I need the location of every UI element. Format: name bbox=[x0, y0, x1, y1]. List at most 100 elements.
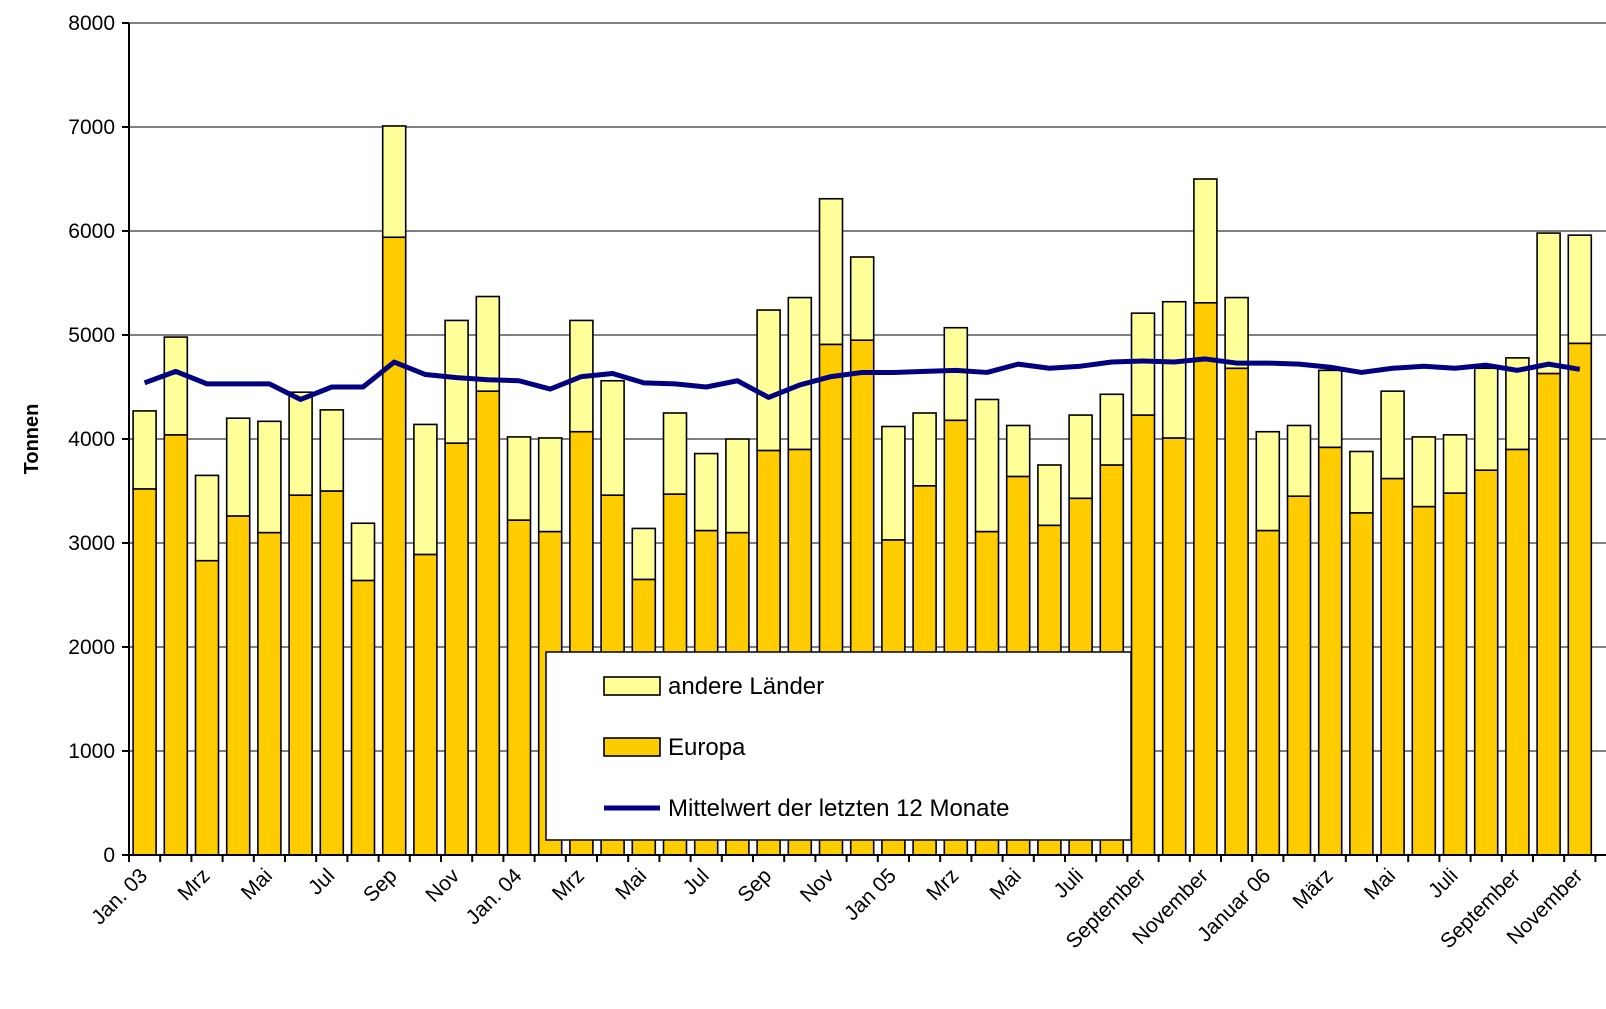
legend-label: Mittelwert der letzten 12 Monate bbox=[668, 795, 1010, 822]
bar-segment bbox=[1567, 234, 1593, 345]
legend-swatch bbox=[603, 676, 661, 696]
bar-segment bbox=[444, 319, 469, 444]
bar-segment bbox=[1068, 414, 1093, 500]
bar-segment bbox=[1037, 464, 1062, 527]
bar-segment bbox=[1286, 495, 1312, 856]
bar-segment bbox=[257, 420, 282, 534]
bar-segment bbox=[756, 309, 781, 452]
bar-segment bbox=[163, 434, 189, 856]
y-tick-label: 2000 bbox=[68, 636, 115, 659]
y-tick-label: 4000 bbox=[68, 428, 115, 451]
x-tick-label: Jan. 03 bbox=[87, 864, 152, 929]
bar-segment bbox=[288, 391, 313, 496]
bar-segment bbox=[631, 527, 657, 581]
bar-segment bbox=[1193, 301, 1218, 856]
bar-segment bbox=[319, 409, 345, 492]
bar-segment bbox=[444, 442, 469, 856]
bar-segment bbox=[1130, 312, 1156, 416]
x-tick-label: Mrz bbox=[548, 864, 589, 905]
x-tick-label: Juli bbox=[1424, 864, 1463, 903]
bar-segment bbox=[1005, 424, 1031, 478]
bar-segment bbox=[1130, 414, 1156, 856]
legend-label: Europa bbox=[668, 734, 746, 761]
bar-segment bbox=[725, 438, 750, 534]
bar-segment bbox=[381, 236, 407, 856]
bar-segment bbox=[693, 452, 719, 532]
y-tick-label: 6000 bbox=[68, 220, 115, 243]
bar-segment bbox=[350, 579, 376, 856]
bar-segment bbox=[1317, 446, 1343, 856]
y-tick-label: 0 bbox=[103, 844, 115, 867]
bar-segment bbox=[506, 436, 532, 521]
bar-segment bbox=[475, 295, 501, 392]
bar-segment bbox=[974, 398, 1000, 533]
bar-segment bbox=[1255, 529, 1281, 856]
bar-segment bbox=[288, 494, 313, 856]
bar-segment bbox=[1473, 367, 1499, 471]
y-axis-label: Tonnen bbox=[21, 404, 43, 475]
x-tick-label: Mai bbox=[1360, 864, 1400, 904]
y-tick-label: 5000 bbox=[68, 324, 115, 347]
x-tick-label: Juli bbox=[1050, 864, 1089, 903]
x-tick-label: Nov bbox=[796, 864, 839, 907]
bar-segment bbox=[1505, 357, 1530, 451]
bar-segment bbox=[1442, 434, 1468, 494]
legend-label: andere Länder bbox=[668, 673, 824, 700]
bar-segment bbox=[600, 379, 625, 496]
y-tick-label: 1000 bbox=[68, 740, 115, 763]
bar-segment bbox=[787, 296, 813, 451]
x-tick-label: Jul bbox=[678, 864, 713, 899]
x-tick-label: Mrz bbox=[174, 864, 215, 905]
bar-segment bbox=[1161, 300, 1187, 439]
x-tick-label: Sep bbox=[733, 864, 776, 907]
y-tick-label: 7000 bbox=[68, 116, 115, 139]
bar-segment bbox=[413, 553, 438, 856]
bar-segment bbox=[132, 410, 157, 490]
x-tick-label: Nov bbox=[421, 864, 464, 907]
bar-segment bbox=[1317, 369, 1343, 449]
x-tick-label: Jan 05 bbox=[840, 864, 901, 925]
bar-segment bbox=[1161, 437, 1187, 856]
bar-segment bbox=[1224, 367, 1249, 856]
bar-segment bbox=[163, 336, 189, 436]
bar-segment bbox=[225, 417, 251, 517]
x-tick-label: Mai bbox=[237, 864, 277, 904]
bar-segment bbox=[413, 423, 438, 556]
line-series bbox=[143, 356, 1581, 402]
bar-segment bbox=[1536, 232, 1561, 375]
bar-segment bbox=[1473, 469, 1499, 856]
bar-segment bbox=[1411, 505, 1437, 856]
bar-segment bbox=[1567, 342, 1593, 856]
bar-segment bbox=[350, 522, 376, 582]
bar-segment bbox=[1380, 477, 1405, 856]
bar-segment bbox=[881, 425, 906, 541]
x-tick-label: Sep bbox=[359, 864, 402, 907]
bar-segment bbox=[257, 531, 282, 856]
bar-segment bbox=[1380, 390, 1405, 480]
legend: andere Länder Europa Mittelwert der letzte… bbox=[545, 651, 1132, 841]
x-tick-label: Mai bbox=[986, 864, 1026, 904]
bar-segment bbox=[1286, 424, 1312, 498]
bar-segment bbox=[912, 412, 937, 487]
bar-segment bbox=[1349, 512, 1374, 856]
bar-segment bbox=[849, 256, 875, 341]
bar-segment bbox=[1442, 492, 1468, 856]
bar-segment bbox=[506, 519, 532, 856]
bar-segment bbox=[1411, 436, 1437, 508]
x-tick-label: Jul bbox=[304, 864, 339, 899]
bar-segment bbox=[319, 490, 345, 856]
bar-segment bbox=[1349, 450, 1374, 514]
bar-segment bbox=[1224, 296, 1249, 370]
x-tick-label: März bbox=[1288, 864, 1337, 913]
bar-segment bbox=[943, 326, 969, 422]
bar-segment bbox=[1505, 448, 1530, 856]
bar-segment bbox=[1255, 430, 1281, 532]
bar-segment bbox=[818, 197, 844, 346]
bar-segment bbox=[1099, 393, 1125, 466]
bar-segment bbox=[381, 125, 407, 239]
x-tick-label: Mrz bbox=[922, 864, 963, 905]
bar-segment bbox=[475, 390, 501, 856]
bar-segment bbox=[1193, 178, 1218, 304]
